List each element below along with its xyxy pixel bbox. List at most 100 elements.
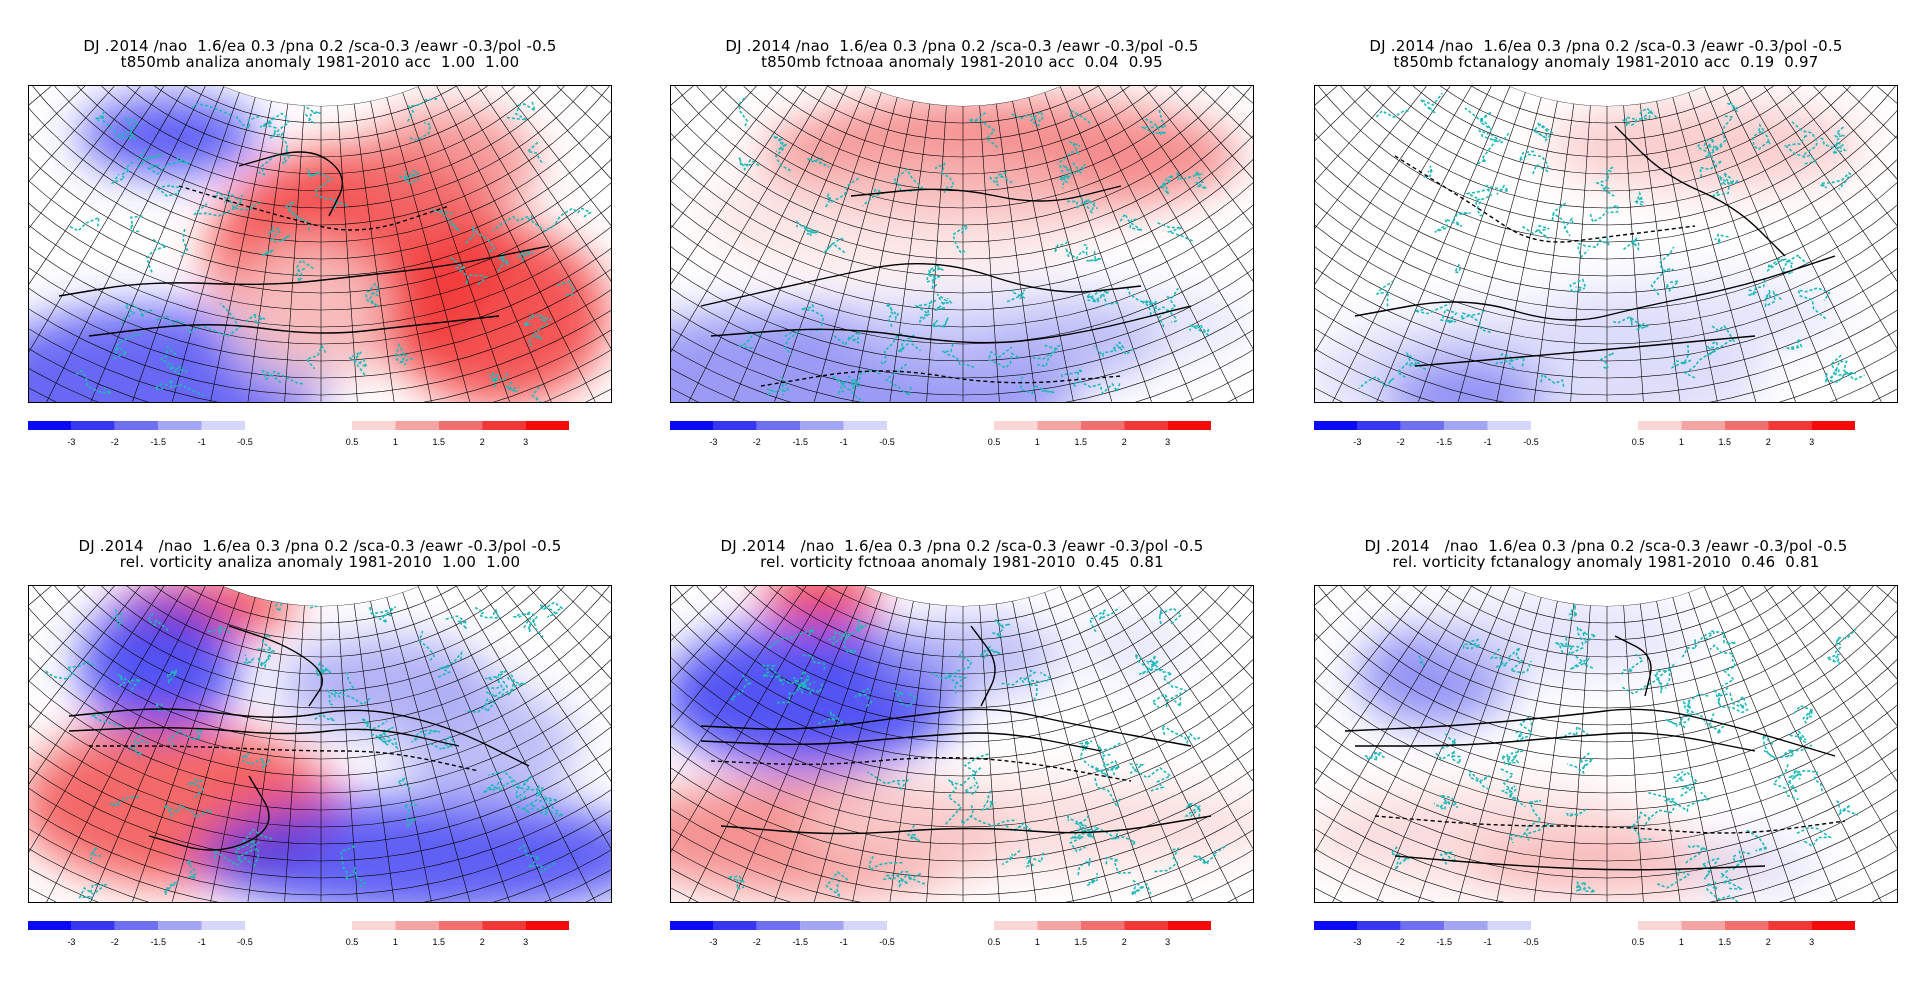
colorbar-swatch — [1811, 921, 1855, 930]
meridian-line — [42, 586, 210, 902]
meridian-line — [1129, 586, 1253, 818]
coastline-segment — [1364, 750, 1385, 762]
meridian-line — [1524, 603, 1575, 902]
meridian-line — [839, 600, 914, 902]
coastline-segment — [159, 345, 177, 367]
coastline-segment — [1824, 653, 1841, 665]
coastline-segment — [1093, 341, 1134, 358]
panel-t850-fctnoaa: DJ .2014 /nao 1.6/ea 0.3 /pna 0.2 /sca-0… — [662, 38, 1262, 458]
colorbar-swatch — [1444, 921, 1488, 930]
meridian-line — [1639, 603, 1690, 902]
coastline-segment — [1086, 872, 1099, 887]
coastline-segment — [926, 273, 941, 290]
coastline-segment — [1720, 866, 1743, 890]
coastline-segment — [929, 317, 949, 328]
meridian-line — [79, 586, 225, 902]
coastline-segment — [1078, 194, 1096, 215]
coastline-segment — [1612, 315, 1649, 331]
meridian-line — [1733, 86, 1897, 391]
coastline-segment — [146, 612, 169, 631]
coastline-segment — [1077, 858, 1091, 877]
contour-line — [1614, 635, 1652, 697]
colorbar-swatch — [1124, 921, 1168, 930]
colorbar-swatch — [201, 921, 245, 930]
colorbar-swatch — [482, 921, 526, 930]
coastline-segment — [1818, 126, 1845, 151]
coastline-segment — [1147, 654, 1188, 693]
contour-line — [148, 775, 270, 851]
coastline-segment — [137, 149, 163, 169]
contour-line — [68, 708, 530, 767]
coastline-segment — [806, 157, 830, 168]
colorbar-swatch — [158, 921, 202, 930]
meridian-line — [29, 586, 167, 844]
contour-line — [1354, 255, 1836, 321]
meridian-line — [1703, 86, 1849, 402]
coastline-segment — [474, 606, 501, 619]
coastline-segment — [109, 796, 139, 806]
coastline-segment — [531, 386, 547, 402]
coastline-segment — [117, 673, 143, 693]
coastline-segment — [987, 346, 1019, 369]
colorbar-label: 2 — [1122, 437, 1127, 447]
meridian-line — [1074, 86, 1242, 402]
map-frame — [1314, 85, 1898, 403]
coastline-segment — [227, 190, 261, 211]
coastline-segment — [840, 630, 856, 654]
coastline-segment — [522, 313, 552, 327]
coastline-segment — [1622, 237, 1640, 252]
colorbar-label: -2 — [1397, 937, 1405, 947]
meridian-line — [1315, 86, 1441, 318]
coastline-segment — [526, 141, 543, 164]
colorbar: -3 -2 -1.5 -1 -0.5 0.5 1 1.5 2 3 — [1314, 921, 1900, 951]
meridian-line — [337, 105, 363, 402]
coastline-segment — [1057, 163, 1070, 184]
colorbar-label: -0.5 — [237, 937, 253, 947]
coastline-segment — [44, 660, 94, 680]
coastline-segment — [1746, 829, 1767, 852]
meridian-line — [760, 92, 882, 402]
meridian-line — [29, 586, 195, 891]
coastline-segment — [430, 735, 457, 750]
colorbar-svg: -3 -2 -1.5 -1 -0.5 0.5 1 1.5 2 3 — [28, 921, 569, 947]
coastline-segment — [1554, 635, 1585, 656]
coastline-segment — [1086, 825, 1120, 840]
coastline-segment — [536, 790, 558, 802]
coastline-segment — [1706, 324, 1736, 352]
coastline-segment — [1665, 711, 1694, 727]
coastline-segment — [1727, 102, 1739, 113]
meridian-line — [1315, 586, 1467, 869]
colorbar-swatch — [395, 921, 439, 930]
coastline-segment — [185, 859, 197, 882]
meridian-line — [921, 605, 947, 902]
meridian-line — [1623, 605, 1649, 902]
coastline-segment — [941, 342, 975, 369]
colorbar-label: -3 — [709, 437, 717, 447]
colorbar-swatch — [1768, 921, 1812, 930]
map-frame — [28, 585, 612, 903]
coastline-segment — [1683, 340, 1719, 380]
colorbar-label: 0.5 — [988, 437, 1001, 447]
coastline-segment — [485, 670, 507, 689]
meridian-line — [1688, 92, 1810, 402]
coastline-segment — [465, 698, 496, 714]
meridian-line — [487, 86, 611, 318]
colorbar-svg: -3 -2 -1.5 -1 -0.5 0.5 1 1.5 2 3 — [670, 421, 1211, 447]
coastline-segment — [1752, 122, 1771, 151]
coastline-segment — [1829, 354, 1865, 381]
coastline-segment — [926, 262, 944, 279]
coastline-segment — [516, 774, 545, 797]
colorbar-swatch — [1638, 921, 1682, 930]
coastline-segment — [1747, 278, 1766, 296]
panel-vorticity-fctanalogy: DJ .2014 /nao 1.6/ea 0.3 /pna 0.2 /sca-0… — [1306, 538, 1906, 958]
contour-line — [700, 732, 1102, 752]
colorbar-label: -2 — [111, 437, 119, 447]
meridian-line — [238, 603, 289, 902]
coastline-segment — [766, 376, 790, 396]
coastline-segment — [1500, 768, 1517, 797]
meridian-line — [386, 597, 485, 902]
meridian-line — [684, 86, 852, 402]
panel-title-line1: DJ .2014 /nao 1.6/ea 0.3 /pna 0.2 /sca-0… — [720, 537, 1204, 555]
colorbar-swatch — [201, 421, 245, 430]
coastline-segment — [361, 717, 388, 732]
